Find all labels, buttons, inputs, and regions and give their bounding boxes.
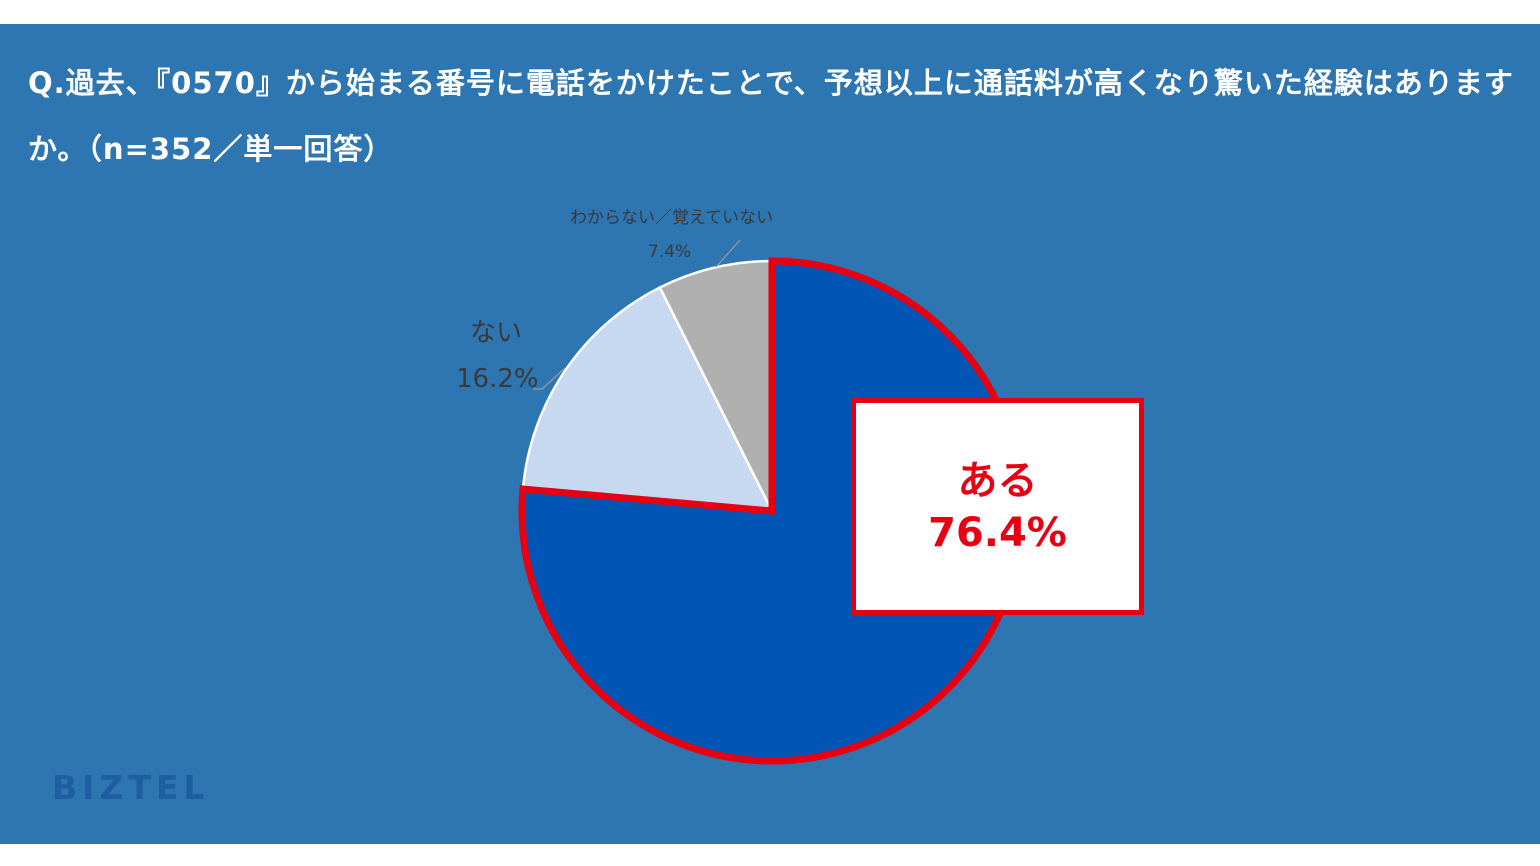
slice-label-yes: ある bbox=[957, 457, 1038, 504]
slice-value-yes: 76.4% bbox=[928, 509, 1067, 556]
slice-label-unknown: わからない／覚えていない bbox=[570, 208, 774, 228]
biztel-logo: BIZTEL bbox=[52, 768, 210, 807]
slice-value-unknown: 7.4% bbox=[648, 242, 692, 262]
slice-value-no: 16.2% bbox=[456, 364, 539, 394]
slice-label-no: ない bbox=[470, 318, 523, 348]
question-title: Q.過去、『0570』から始まる番号に電話をかけたことで、予想以上に通話料が高く… bbox=[28, 66, 1514, 166]
leader-line-unknown bbox=[715, 239, 741, 268]
leader-line-no bbox=[533, 367, 566, 390]
pie-slice-yes bbox=[518, 257, 1026, 765]
pie-slice-no bbox=[521, 285, 775, 513]
highlight-callout: ある 76.4% bbox=[851, 398, 1144, 615]
